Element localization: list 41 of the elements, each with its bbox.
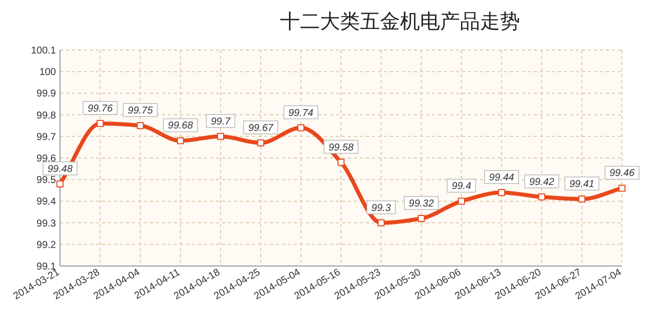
point xyxy=(378,219,385,226)
point xyxy=(618,184,626,192)
point xyxy=(418,214,425,222)
y-tick-label: 99.2 xyxy=(36,240,56,251)
point xyxy=(136,122,144,130)
point xyxy=(458,198,465,205)
point xyxy=(578,196,586,203)
data-label: 99.48 xyxy=(47,164,73,175)
y-tick-label: 100 xyxy=(39,67,56,78)
data-label: 99.41 xyxy=(569,179,594,190)
y-tick-label: 100.1 xyxy=(30,46,56,56)
point xyxy=(297,124,304,132)
point xyxy=(217,132,224,140)
point xyxy=(56,180,64,188)
y-tick-label: 99.9 xyxy=(36,88,56,100)
data-label: 99.67 xyxy=(248,122,274,134)
y-tick-label: 99.5 xyxy=(36,175,56,186)
y-tick-label: 99.3 xyxy=(36,218,56,230)
data-label: 99.3 xyxy=(371,202,392,214)
point xyxy=(176,137,184,144)
y-tick-label: 99.8 xyxy=(36,110,56,122)
data-label: 99.76 xyxy=(88,103,114,114)
y-tick-label: 99.4 xyxy=(36,196,56,208)
data-label: 99.32 xyxy=(408,198,434,210)
data-label: 99.46 xyxy=(609,168,635,180)
y-tick-label: 99.6 xyxy=(36,154,56,164)
data-label: 99.42 xyxy=(529,176,555,188)
point xyxy=(257,139,264,146)
data-label: 99.74 xyxy=(288,108,314,119)
point xyxy=(498,189,506,196)
point xyxy=(338,158,344,166)
point xyxy=(538,193,546,200)
data-label: 99.68 xyxy=(168,120,194,132)
chart-title: 十二大类五金机电产品走势 xyxy=(280,11,520,33)
data-label: 99.7 xyxy=(210,116,231,128)
data-label: 99.44 xyxy=(489,172,515,184)
data-label: 99.58 xyxy=(328,142,354,154)
point xyxy=(96,120,104,127)
y-tick-label: 99.7 xyxy=(36,132,56,143)
data-label: 99.75 xyxy=(128,106,154,117)
data-label: 99.4 xyxy=(452,181,472,192)
